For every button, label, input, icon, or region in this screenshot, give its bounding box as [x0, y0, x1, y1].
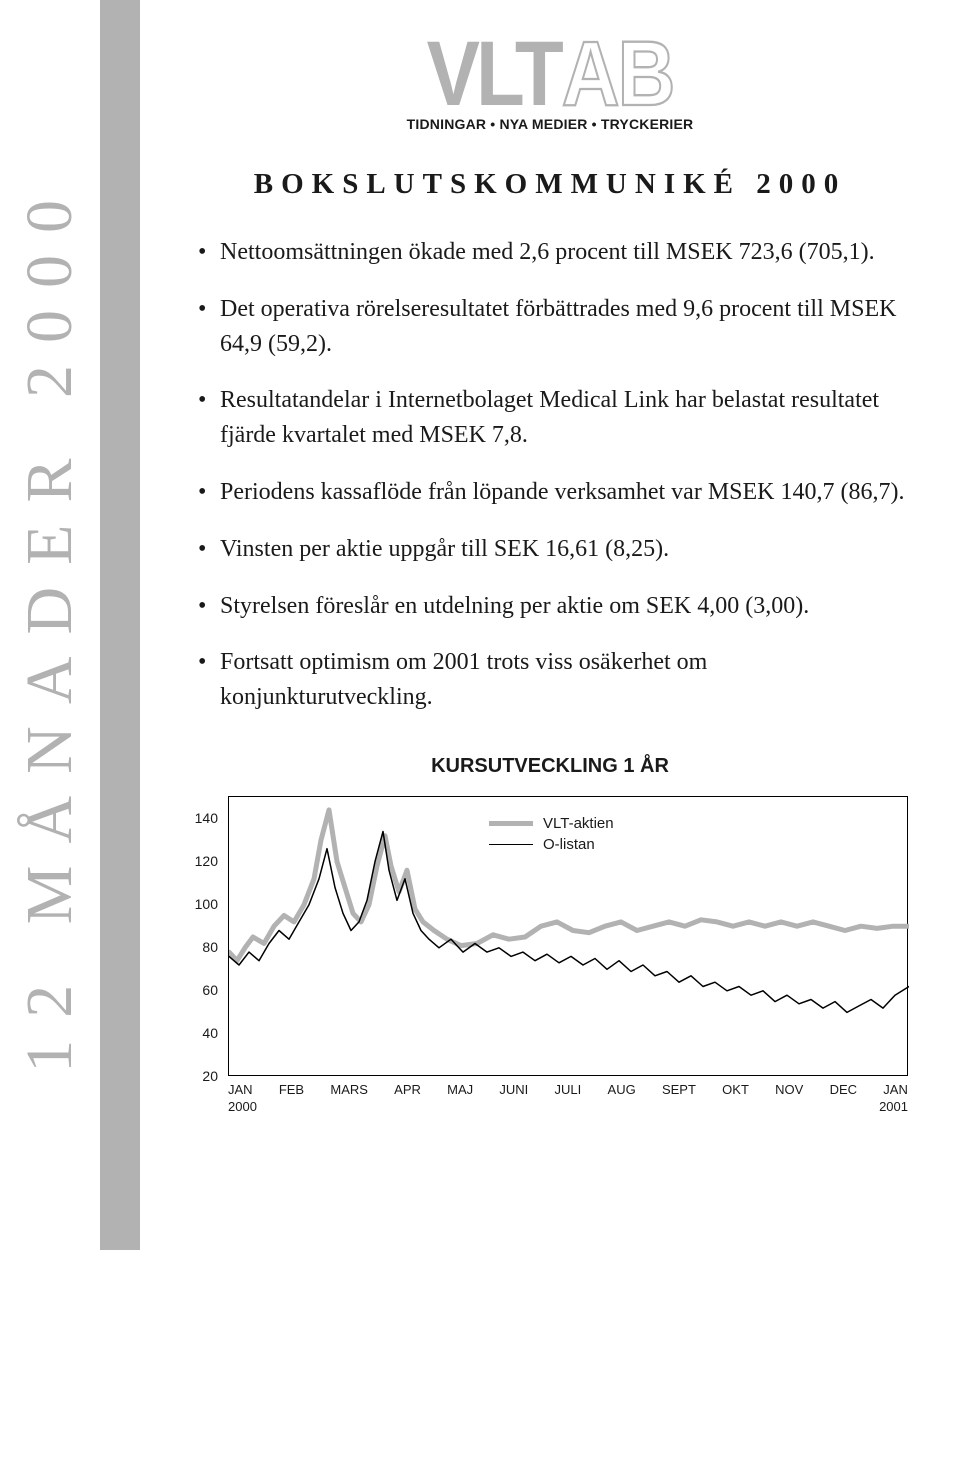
chart-xtick: MAJ: [447, 1082, 473, 1097]
x-sublabel-right: 2001: [879, 1099, 908, 1114]
chart-xtick: MARS: [330, 1082, 368, 1097]
page-title: BOKSLUTSKOMMUNIKÉ 2000: [180, 168, 920, 201]
bullet-item: Styrelsen föreslår en utdelning per akti…: [198, 589, 920, 624]
chart-section: KURSUTVECKLING 1 ÅR 140 120 100 80 60 40 20 VL…: [180, 755, 920, 1114]
chart-body: 140 120 100 80 60 40 20 VLT-aktienO-listan JAN…: [180, 796, 920, 1114]
chart-ytick: 40: [202, 1025, 218, 1041]
series-VLT-aktien: [229, 810, 909, 961]
logo-text-vlt: VLT: [427, 35, 560, 113]
chart-yticks: 14012010080604020: [180, 796, 222, 1076]
chart-xticks: JAN FEB MARS APR MAJ JUNI JULI AUG SEPT OKT NOV DEC…: [228, 1082, 908, 1097]
chart-ytick: 120: [195, 853, 218, 869]
chart-xtick: JAN: [883, 1082, 908, 1097]
chart-xtick: AUG: [608, 1082, 636, 1097]
chart-xtick: NOV: [775, 1082, 803, 1097]
chart-xtick: JUNI: [499, 1082, 528, 1097]
chart-ytick: 140: [195, 810, 218, 826]
bullet-item: Resultatandelar i Internetbolaget Medica…: [198, 383, 920, 453]
chart-ytick: 60: [202, 982, 218, 998]
logo-text-ab: AB: [562, 35, 674, 113]
bullet-item: Nettoomsättningen ökade med 2,6 procent …: [198, 235, 920, 270]
sidebar-label: 12 MÅNADER 2000: [12, 178, 88, 1073]
chart-xtick: OKT: [722, 1082, 749, 1097]
chart-ytick: 20: [202, 1068, 218, 1084]
content: VLTAB TIDNINGAR • NYA MEDIER • TRYCKERIE…: [180, 0, 920, 1114]
chart-ytick: 100: [195, 896, 218, 912]
chart-title: KURSUTVECKLING 1 ÅR: [180, 755, 920, 778]
x-sublabel-left: 2000: [228, 1099, 257, 1114]
chart-xsub: 2000 2001: [228, 1099, 908, 1114]
chart-xtick: DEC: [830, 1082, 857, 1097]
chart-ytick: 80: [202, 939, 218, 955]
chart-xtick: APR: [394, 1082, 421, 1097]
sidebar-stripe: [100, 0, 140, 1250]
sidebar-vertical-text: 12 MÅNADER 2000: [0, 0, 100, 1250]
chart-xtick: JAN: [228, 1082, 253, 1097]
bullet-item: Periodens kassaflöde från löpande verksa…: [198, 475, 920, 510]
chart-xtick: SEPT: [662, 1082, 696, 1097]
logo: VLTAB: [427, 40, 674, 108]
sidebar: 12 MÅNADER 2000: [0, 0, 160, 1250]
chart-xtick: FEB: [279, 1082, 304, 1097]
bullet-item: Vinsten per aktie uppgår till SEK 16,61 …: [198, 532, 920, 567]
logo-block: VLTAB TIDNINGAR • NYA MEDIER • TRYCKERIE…: [180, 0, 920, 132]
chart-xtick: JULI: [555, 1082, 582, 1097]
bullet-item: Fortsatt optimism om 2001 trots viss osä…: [198, 645, 920, 715]
chart-plot: VLT-aktienO-listan: [228, 796, 908, 1076]
bullet-item: Det operativa rörelseresultatet förbättr…: [198, 292, 920, 362]
chart-lines: [229, 797, 909, 1077]
bullet-list: Nettoomsättningen ökade med 2,6 procent …: [180, 235, 920, 715]
